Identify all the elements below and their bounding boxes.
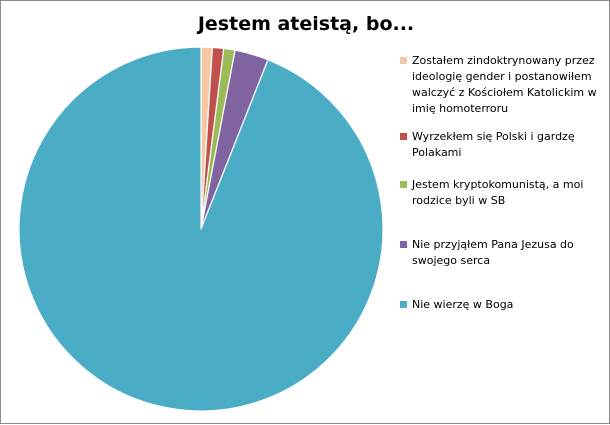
legend-item-gender: Zostałem zindoktrynowany przez ideologię… — [400, 53, 605, 117]
pie-slices — [18, 46, 384, 412]
legend-label: Wyrzekłem się Polski i gardzę Polakami — [412, 130, 575, 159]
legend-swatch — [400, 241, 407, 248]
legend-label: Jestem kryptokomunistą, a moi rodzice by… — [412, 178, 584, 207]
legend-item-sb: Jestem kryptokomunistą, a moi rodzice by… — [400, 177, 605, 209]
legend-item-bog: Nie wierzę w Boga — [400, 297, 605, 313]
legend-label: Nie wierzę w Boga — [412, 298, 514, 311]
chart-title: Jestem ateistą, bo... — [197, 13, 415, 35]
legend-swatch — [400, 181, 407, 188]
legend-swatch — [400, 301, 407, 308]
slice-bog — [18, 46, 384, 412]
legend-label: Nie przyjąłem Pana Jezusa do swojego ser… — [412, 238, 574, 267]
legend-swatch — [400, 133, 407, 140]
legend-label: Zostałem zindoktrynowany przez ideologię… — [412, 54, 597, 115]
legend-item-jezus: Nie przyjąłem Pana Jezusa do swojego ser… — [400, 237, 605, 269]
legend-item-polska: Wyrzekłem się Polski i gardzę Polakami — [400, 129, 605, 161]
legend-swatch — [400, 57, 407, 64]
